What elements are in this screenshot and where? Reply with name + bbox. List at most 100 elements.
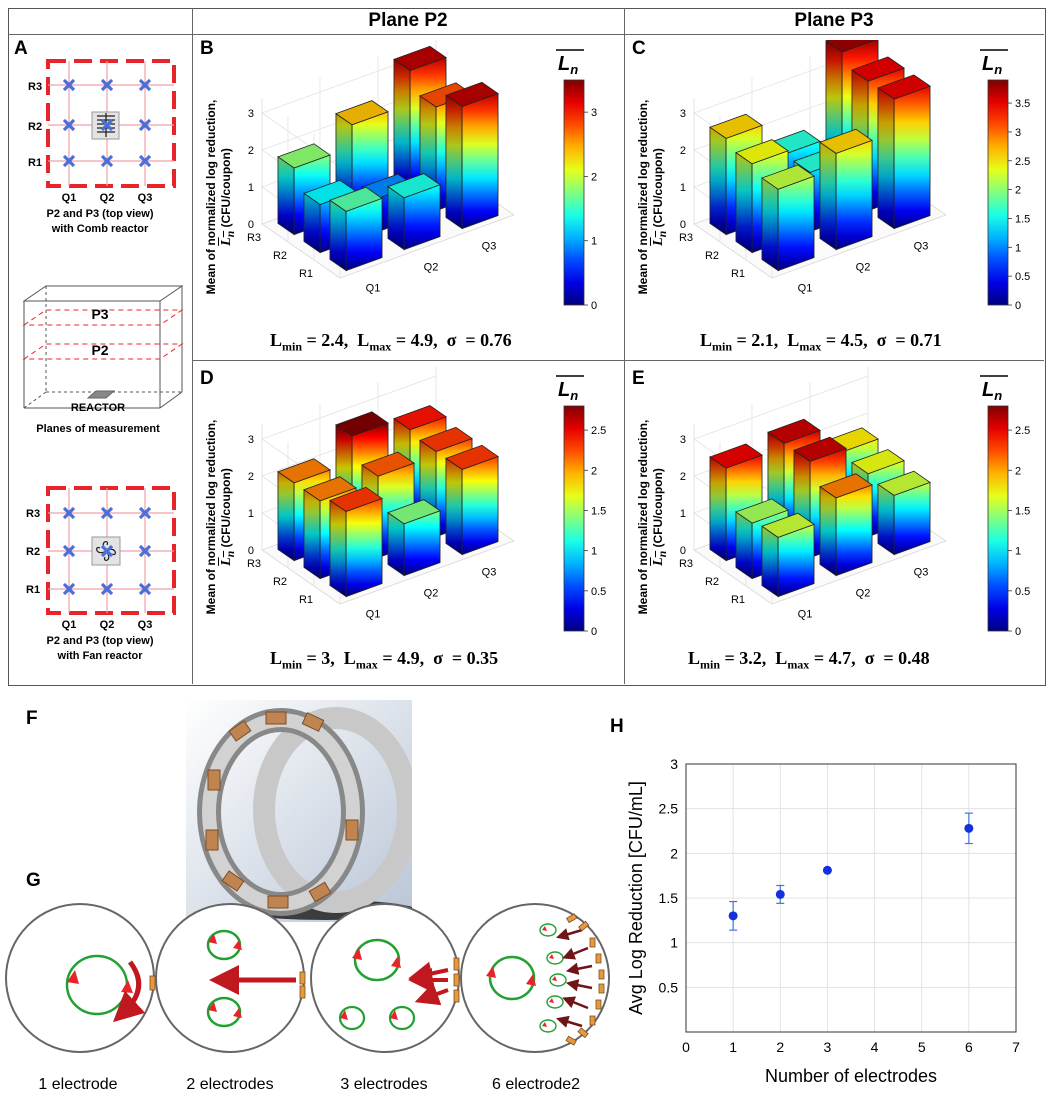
a-row-r3: R3 — [28, 81, 42, 93]
h-ylabel: Avg Log Reduction [CFU/mL] — [626, 781, 646, 1015]
e-bar-r1-q1 — [761, 512, 815, 598]
c-ylabel-line1: Mean of normalized log reduction, — [636, 99, 650, 295]
h-xtick: 0 — [682, 1039, 690, 1055]
planes-cube — [22, 285, 184, 409]
b-ztick: 0 — [248, 219, 254, 231]
c-cb-tick: 0.5 — [1015, 271, 1030, 283]
b-cb-tick: 0 — [591, 300, 597, 312]
d-cb-tick: 2.5 — [591, 425, 606, 437]
c-col-label: Q3 — [914, 241, 929, 253]
g-label-2: 2 electrodes — [186, 1076, 274, 1093]
b-row-label: R1 — [299, 268, 313, 280]
c-cb-tick: 0 — [1015, 300, 1021, 312]
h-ytick: 2 — [670, 845, 678, 861]
a-fan-row-r3: R3 — [26, 508, 40, 520]
b-stat-min-val: = 2.4, — [306, 330, 349, 350]
d-stat-max-label: L — [343, 648, 356, 668]
d-cb-tick: 0.5 — [591, 586, 606, 598]
e-cb-tick: 1 — [1015, 546, 1021, 558]
c-stat-max-val: = 4.5, — [825, 330, 868, 350]
d-bar-r1-q1 — [329, 486, 383, 598]
e-stat-sigma-val: = 0.48 — [883, 648, 930, 668]
c-ztick: 1 — [680, 182, 686, 194]
b-stat-min-label: L — [270, 330, 283, 350]
c-stat-min-label: L — [700, 330, 713, 350]
h-ytick: 2.5 — [659, 801, 679, 817]
e-colorbar — [987, 405, 1009, 632]
d-row-label: R3 — [247, 558, 261, 570]
plane-p3-title: Plane P3 — [794, 10, 874, 31]
a-fan-col-q2: Q2 — [100, 619, 115, 631]
e-stat-max-val: = 4.7, — [813, 648, 856, 668]
h-ytick: 3 — [670, 756, 678, 772]
b-bar-r1-q3 — [445, 81, 499, 230]
h-point — [775, 889, 785, 899]
c-cb-tick: 3.5 — [1015, 98, 1030, 110]
e-stat-sigma: σ — [864, 648, 875, 668]
e-col-label: Q2 — [856, 588, 871, 600]
b-ylabel-line1: Mean of normalized log reduction, — [204, 99, 218, 295]
e-cb-tick: 2.5 — [1015, 425, 1030, 437]
b-ztick: 1 — [248, 182, 254, 194]
panel-letter-e: E — [632, 368, 645, 389]
b-col-label: Q1 — [366, 283, 381, 295]
e-bar-r1-q2 — [819, 473, 873, 577]
a-row-r2: R2 — [28, 121, 42, 133]
e-row-label: R1 — [731, 594, 745, 606]
panel-letter-c: C — [632, 38, 646, 59]
e-cb-tick: 2 — [1015, 465, 1021, 477]
fan-caption-2: with Fan reactor — [57, 650, 144, 662]
a-col-q2: Q2 — [100, 192, 115, 204]
b-ylabel: Mean of normalized log reduction, Ln (CF… — [204, 72, 238, 322]
e-ylabel: Mean of normalized log reduction, Ln (CF… — [636, 392, 670, 642]
h-point — [728, 911, 738, 921]
plane-p2-title: Plane P2 — [368, 10, 448, 31]
c-ztick: 3 — [680, 108, 686, 120]
c-cb-tick: 1.5 — [1015, 213, 1030, 225]
c-stat-sigma: σ — [876, 330, 887, 350]
d-ylabel-line1: Mean of normalized log reduction, — [204, 419, 218, 615]
panel-letter-h: H — [610, 716, 624, 737]
e-cb-tick: 1.5 — [1015, 505, 1030, 517]
header-divider — [8, 34, 1044, 35]
chart-b-bar3d: 0 1 2 3 R3 R2 R1 Q1 Q2 Q3 0 1 2 3 Ln — [247, 40, 597, 312]
c-stat-min-val: = 2.1, — [736, 330, 779, 350]
e-ylabel-sub: n — [655, 550, 669, 558]
reactor-label: REACTOR — [71, 402, 125, 414]
b-ylabel-sub: n — [223, 230, 237, 238]
c-row-label: R3 — [679, 232, 693, 244]
h-ytick: 1.5 — [659, 890, 679, 906]
panel-letter-a: A — [14, 38, 28, 59]
a-col-q1: Q1 — [62, 192, 77, 204]
d-stat-max-sub: max — [355, 657, 378, 672]
b-stat-max-label: L — [357, 330, 370, 350]
panel-letter-d: D — [200, 368, 214, 389]
d-cb-tick: 1.5 — [591, 505, 606, 517]
b-col-label: Q3 — [482, 241, 497, 253]
d-ztick: 3 — [248, 434, 254, 446]
a-row-r1: R1 — [28, 157, 42, 169]
b-stat-max-val: = 4.9, — [395, 330, 438, 350]
h-point — [964, 823, 974, 833]
h-axes-box — [685, 763, 1017, 1033]
h-xtick: 4 — [871, 1039, 879, 1055]
e-ylabel-line2: (CFU/coupon) — [651, 468, 665, 548]
c-ztick: 0 — [680, 219, 686, 231]
panel-letter-g: G — [26, 870, 41, 891]
d-ztick: 0 — [248, 545, 254, 557]
h-grid — [685, 763, 1017, 1032]
h-xtick: 6 — [965, 1039, 973, 1055]
h-xlabel: Number of electrodes — [765, 1066, 937, 1086]
d-stats: Lmin = 3, Lmax = 4.9, σ = 0.35 — [270, 648, 498, 673]
d-col-label: Q3 — [482, 567, 497, 579]
e-ztick: 2 — [680, 471, 686, 483]
c-stat-min-sub: min — [712, 339, 733, 354]
c-ylabel: Mean of normalized log reduction, Ln (CF… — [636, 72, 670, 322]
b-stat-max-sub: max — [369, 339, 392, 354]
b-row-label: R2 — [273, 250, 287, 262]
d-stat-min-sub: min — [282, 657, 303, 672]
c-stat-max-sub: max — [799, 339, 822, 354]
b-colorbar — [563, 79, 585, 306]
c-stat-max-label: L — [787, 330, 800, 350]
b-cb-tick: 1 — [591, 236, 597, 248]
